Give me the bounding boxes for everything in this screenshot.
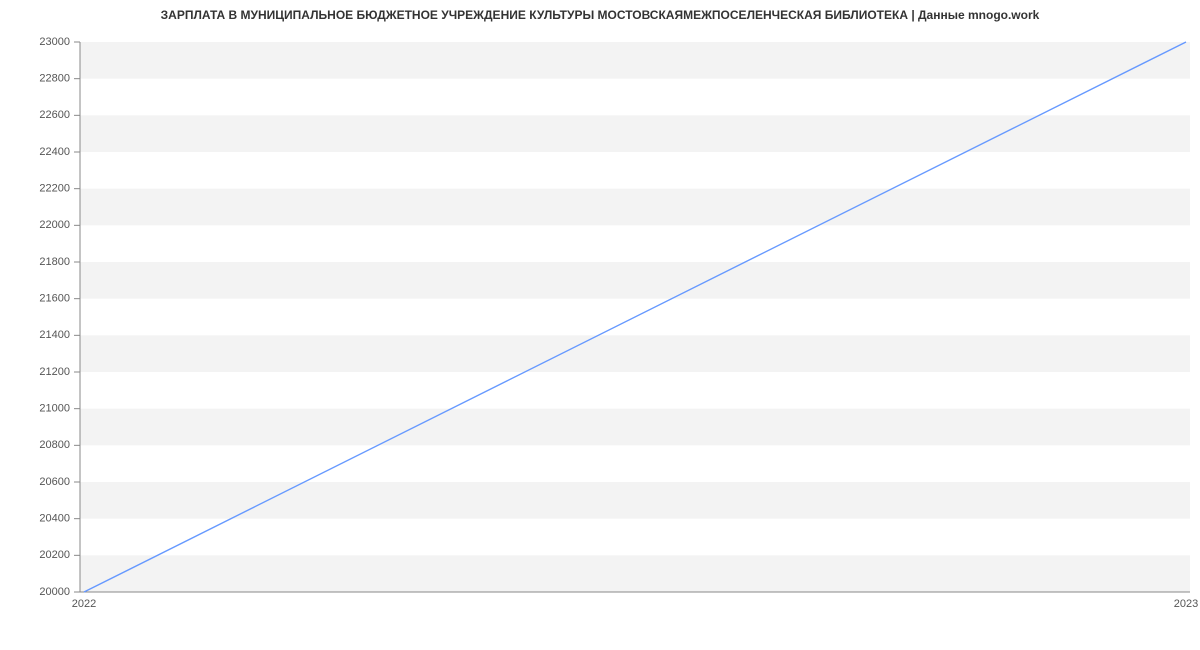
svg-text:22400: 22400 bbox=[39, 146, 70, 158]
svg-text:22800: 22800 bbox=[39, 73, 70, 85]
svg-text:21600: 21600 bbox=[39, 293, 70, 305]
svg-text:20200: 20200 bbox=[39, 549, 70, 561]
svg-text:20600: 20600 bbox=[39, 476, 70, 488]
svg-text:23000: 23000 bbox=[39, 36, 70, 48]
svg-text:21800: 21800 bbox=[39, 256, 70, 268]
svg-text:22200: 22200 bbox=[39, 183, 70, 195]
svg-text:21200: 21200 bbox=[39, 366, 70, 378]
svg-text:2022: 2022 bbox=[72, 598, 96, 610]
svg-text:21400: 21400 bbox=[39, 329, 70, 341]
svg-text:22000: 22000 bbox=[39, 219, 70, 231]
plot-area: 2000020200204002060020800210002120021400… bbox=[80, 32, 1190, 602]
chart-svg: 2000020200204002060020800210002120021400… bbox=[80, 32, 1190, 622]
svg-text:2023: 2023 bbox=[1174, 598, 1198, 610]
svg-text:20800: 20800 bbox=[39, 439, 70, 451]
svg-text:20000: 20000 bbox=[39, 586, 70, 598]
svg-text:21000: 21000 bbox=[39, 403, 70, 415]
chart-title: ЗАРПЛАТА В МУНИЦИПАЛЬНОЕ БЮДЖЕТНОЕ УЧРЕЖ… bbox=[0, 0, 1200, 28]
svg-text:22600: 22600 bbox=[39, 109, 70, 121]
salary-chart: ЗАРПЛАТА В МУНИЦИПАЛЬНОЕ БЮДЖЕТНОЕ УЧРЕЖ… bbox=[0, 0, 1200, 650]
svg-text:20400: 20400 bbox=[39, 513, 70, 525]
